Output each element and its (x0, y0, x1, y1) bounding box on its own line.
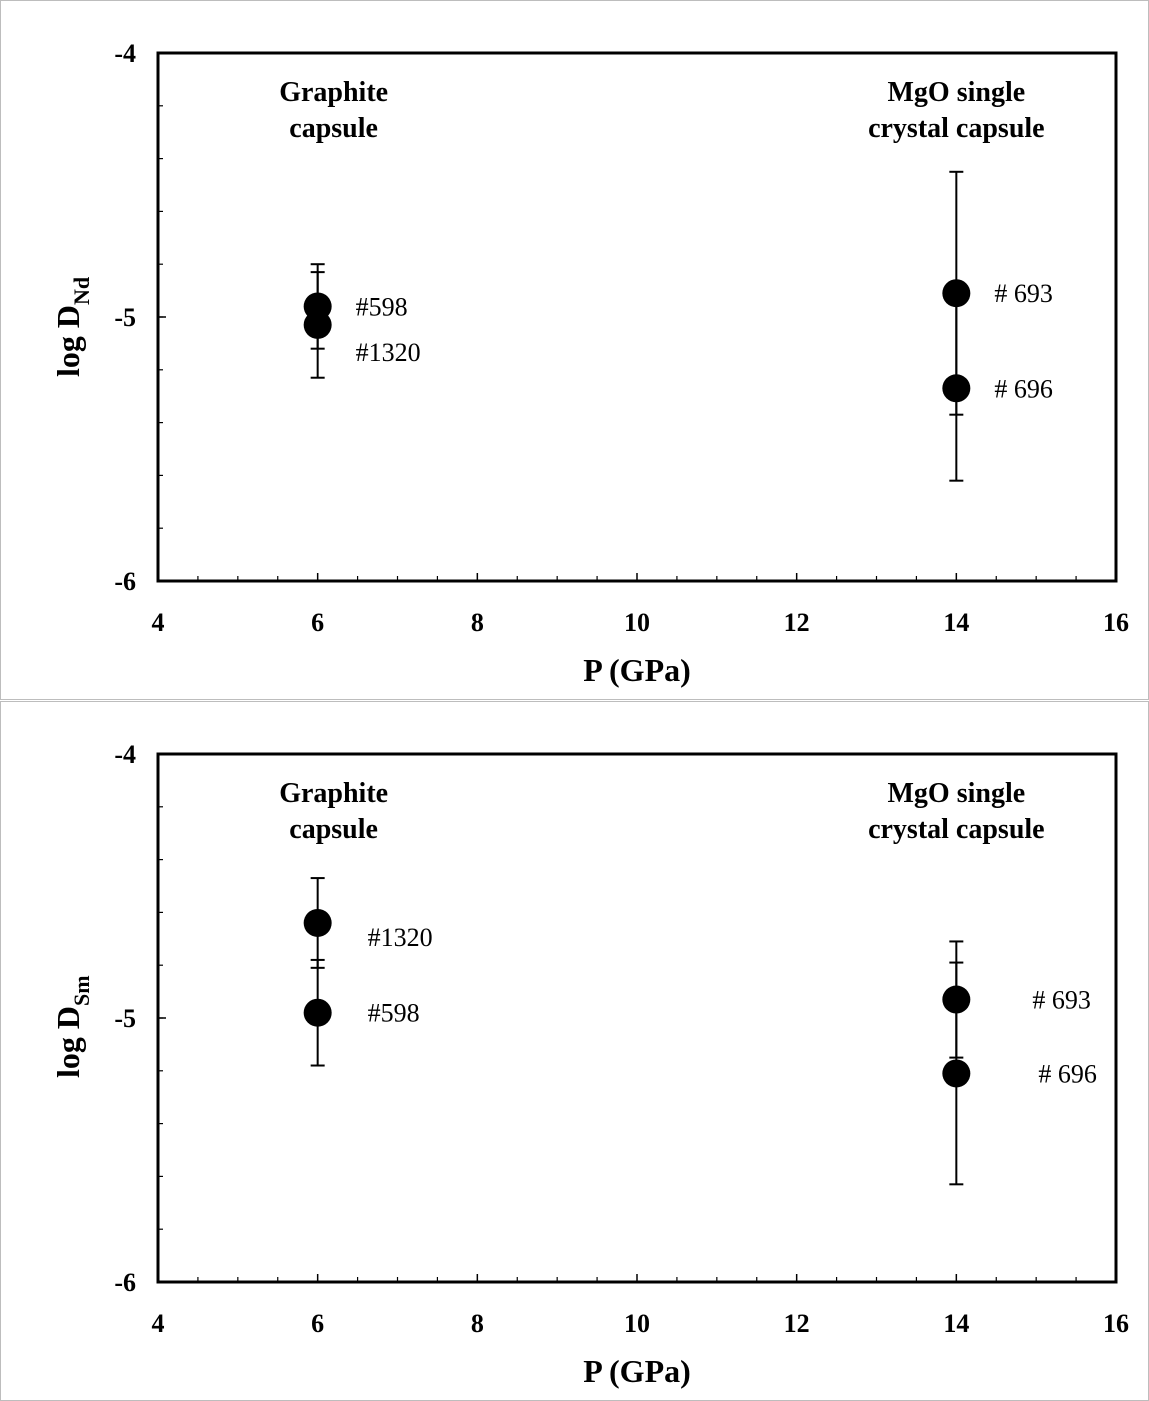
x-tick-label: 14 (943, 608, 969, 637)
chart-panel-top: 4 6 8 10 12 14 16 -6 -5 -4 P (GPa) log DNd Graphite c… (0, 0, 1149, 700)
data-point-label: #598 (356, 292, 408, 321)
data-point-label: #1320 (356, 338, 421, 367)
data-point-label: #1320 (368, 923, 433, 952)
data-point (942, 374, 971, 403)
x-tick-label: 4 (152, 608, 165, 637)
chart-log-d-nd: 4 6 8 10 12 14 16 -6 -5 -4 P (GPa) log DNd Graphite c… (50, 39, 1129, 688)
y-tick-label: -6 (114, 1268, 136, 1297)
data-point (303, 908, 332, 937)
y-tick-label: -5 (114, 303, 136, 332)
x-tick-label: 8 (471, 1309, 484, 1338)
data-point (942, 279, 971, 308)
data-point-label: #598 (368, 999, 420, 1028)
y-tick-label: -4 (114, 39, 136, 68)
x-axis-title: P (GPa) (583, 1353, 691, 1389)
x-tick-label: 4 (152, 1309, 165, 1338)
x-tick-label: 16 (1103, 608, 1129, 637)
x-tick-label: 12 (784, 608, 810, 637)
data-point-label: # 696 (994, 374, 1052, 403)
y-axis-title-subscript: Nd (69, 277, 94, 305)
y-tick-label: -4 (114, 740, 136, 769)
y-tick-label: -6 (114, 567, 136, 596)
x-tick-label: 6 (311, 608, 324, 637)
chart-panel-bottom: 4 6 8 10 12 14 16 -6 -5 -4 P (GPa) log DSm Graphite c… (0, 701, 1149, 1401)
x-tick-label: 14 (943, 1309, 969, 1338)
data-point (942, 1059, 971, 1088)
y-axis-title: log DNd (50, 277, 94, 377)
annotation-text: Graphite (279, 778, 388, 809)
x-tick-label: 10 (624, 1309, 650, 1338)
x-tick-label: 12 (784, 1309, 810, 1338)
data-point-label: # 696 (1038, 1059, 1097, 1088)
annotation-text: crystal capsule (868, 113, 1045, 144)
data-point (303, 310, 332, 339)
annotation-text: Graphite (279, 77, 388, 108)
x-tick-label: 10 (624, 608, 650, 637)
x-tick-label: 6 (311, 1309, 324, 1338)
annotation-text: crystal capsule (868, 814, 1045, 845)
y-axis-title-main: log D (50, 305, 86, 377)
chart-log-d-sm: 4 6 8 10 12 14 16 -6 -5 -4 P (GPa) log DSm Graphite c… (50, 740, 1129, 1389)
y-axis-title-subscript: Sm (69, 975, 94, 1006)
x-tick-label: 8 (471, 608, 484, 637)
data-point-label: # 693 (1032, 986, 1091, 1015)
data-point (303, 998, 332, 1027)
y-axis-title: log DSm (50, 975, 94, 1078)
x-axis-title: P (GPa) (583, 652, 691, 688)
data-point-label: # 693 (994, 279, 1052, 308)
annotation-text: MgO single (887, 778, 1025, 809)
y-tick-label: -5 (114, 1004, 136, 1033)
y-axis-title-main: log D (50, 1006, 86, 1078)
x-tick-label: 16 (1103, 1309, 1129, 1338)
annotation-text: capsule (289, 814, 378, 845)
annotation-text: capsule (289, 113, 378, 144)
annotation-text: MgO single (887, 77, 1025, 108)
